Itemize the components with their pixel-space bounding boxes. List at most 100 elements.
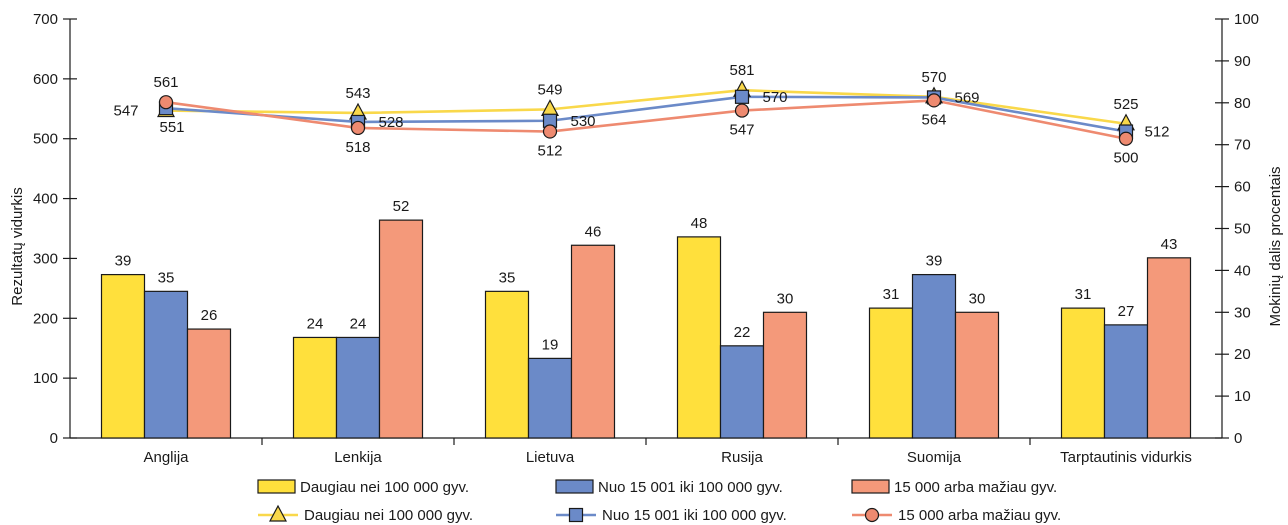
line-point	[734, 103, 750, 118]
bar	[378, 219, 424, 439]
line-value-label: 564	[921, 111, 946, 128]
legend-line-label: Nuo 15 001 iki 100 000 gyv.	[602, 507, 787, 524]
line-value-label: 551	[159, 119, 184, 136]
left-tick-label: 700	[33, 11, 58, 28]
line-point	[269, 504, 287, 522]
bar-value-label: 19	[542, 336, 559, 353]
right-tick-label: 10	[1234, 388, 1251, 405]
data-labels: 39 24 35 48 31 31 35 24 19 22 39 27 26 52 46 30 30 43 547 5…	[113, 62, 1177, 353]
bar	[1103, 324, 1149, 439]
legend-bar-label: Daugiau nei 100 000 gyv.	[300, 479, 469, 496]
left-tick-label: 200	[33, 310, 58, 327]
line-value-label: 500	[1113, 150, 1138, 167]
bar-value-label: 48	[691, 215, 708, 232]
right-tick-label: 100	[1234, 11, 1259, 28]
line-value-label: 569	[954, 89, 979, 106]
line-point	[350, 120, 366, 136]
line-value-label: 549	[537, 81, 562, 98]
bar-value-label: 22	[734, 324, 751, 341]
right-tick-label: 80	[1234, 95, 1251, 112]
left-tick-label: 0	[50, 430, 58, 447]
series-line	[165, 99, 1127, 140]
category-label: Rusija	[721, 449, 763, 466]
line-value-label: 525	[1113, 96, 1138, 113]
bar	[676, 236, 722, 439]
right-axis-title: Mokinių dalis procentais	[1267, 166, 1284, 326]
bar	[1060, 307, 1106, 439]
line-value-label: 528	[378, 114, 403, 131]
line-value-label: 547	[729, 122, 754, 139]
bar	[335, 336, 381, 439]
left-tick-label: 400	[33, 191, 58, 208]
line-value-label: 570	[762, 89, 787, 106]
series-line	[165, 88, 1127, 126]
category-label: Tarptautinis vidurkis	[1060, 449, 1192, 466]
line-point	[568, 507, 584, 523]
bar	[719, 345, 765, 439]
bar	[868, 307, 914, 439]
line-point	[734, 89, 750, 104]
bars	[100, 219, 1192, 439]
bar-value-label: 43	[1161, 236, 1178, 253]
legend-line-label: 15 000 arba mažiau gyv.	[898, 507, 1061, 524]
bar	[143, 290, 189, 439]
line-series-group	[157, 79, 1135, 146]
category-label: Anglija	[143, 449, 189, 466]
line-value-label: 518	[345, 139, 370, 156]
right-tick-label: 20	[1234, 346, 1251, 363]
line-value-label: 570	[921, 69, 946, 86]
right-tick-label: 90	[1234, 53, 1251, 70]
bar-value-label: 30	[777, 290, 794, 307]
category-label: Lietuva	[526, 449, 575, 466]
legend-bar-label: Nuo 15 001 iki 100 000 gyv.	[598, 479, 783, 496]
line-value-label: 530	[570, 113, 595, 130]
line-value-label: 543	[345, 85, 370, 102]
bar	[484, 290, 530, 439]
line-value-label: 581	[729, 62, 754, 79]
line-value-label: 561	[153, 74, 178, 91]
category-label: Suomija	[907, 449, 962, 466]
right-tick-label: 50	[1234, 221, 1251, 238]
bar	[954, 311, 1000, 439]
bar-value-label: 31	[883, 286, 900, 303]
bar-value-label: 27	[1118, 303, 1135, 320]
right-tick-label: 0	[1234, 430, 1242, 447]
legend-bar-swatch	[555, 479, 594, 494]
bar	[100, 273, 146, 439]
legend-bar-swatch	[851, 479, 890, 494]
right-tick-label: 60	[1234, 179, 1251, 196]
bar	[570, 244, 616, 439]
bar-value-label: 26	[201, 307, 218, 324]
bar-value-label: 52	[393, 198, 410, 215]
category-label: Lenkija	[334, 449, 382, 466]
bar	[911, 273, 957, 439]
line-point	[926, 93, 942, 108]
line-point	[864, 507, 880, 523]
bar	[186, 328, 232, 439]
line-value-label: 512	[537, 143, 562, 160]
bar-value-label: 46	[585, 223, 602, 240]
legend-bar-swatch	[257, 479, 296, 494]
line-point	[542, 124, 558, 139]
left-tick-label: 500	[33, 131, 58, 148]
bar-value-label: 35	[158, 269, 175, 286]
bar-value-label: 24	[307, 315, 324, 332]
line-value-label: 547	[113, 103, 138, 120]
right-tick-label: 30	[1234, 304, 1251, 321]
line-point	[158, 95, 174, 110]
series-line	[165, 95, 1127, 133]
left-axis-title: Rezultatų vidurkis	[9, 187, 26, 305]
bar	[1146, 257, 1192, 439]
axes: 0 100 200 300 400 500 600 700 0 10 20 30 40 50 60 70 80 9…	[9, 11, 1284, 466]
bar-value-label: 31	[1075, 286, 1092, 303]
bar-value-label: 39	[115, 253, 132, 270]
left-tick-label: 100	[33, 370, 58, 387]
legend-line-label: Daugiau nei 100 000 gyv.	[304, 507, 473, 524]
legend: Daugiau nei 100 000 gyv. Nuo 15 001 iki 1…	[257, 479, 1061, 524]
bar-value-label: 30	[969, 290, 986, 307]
right-tick-label: 70	[1234, 137, 1251, 154]
bar-value-label: 24	[350, 315, 367, 332]
left-tick-label: 300	[33, 250, 58, 267]
bar	[292, 336, 338, 439]
